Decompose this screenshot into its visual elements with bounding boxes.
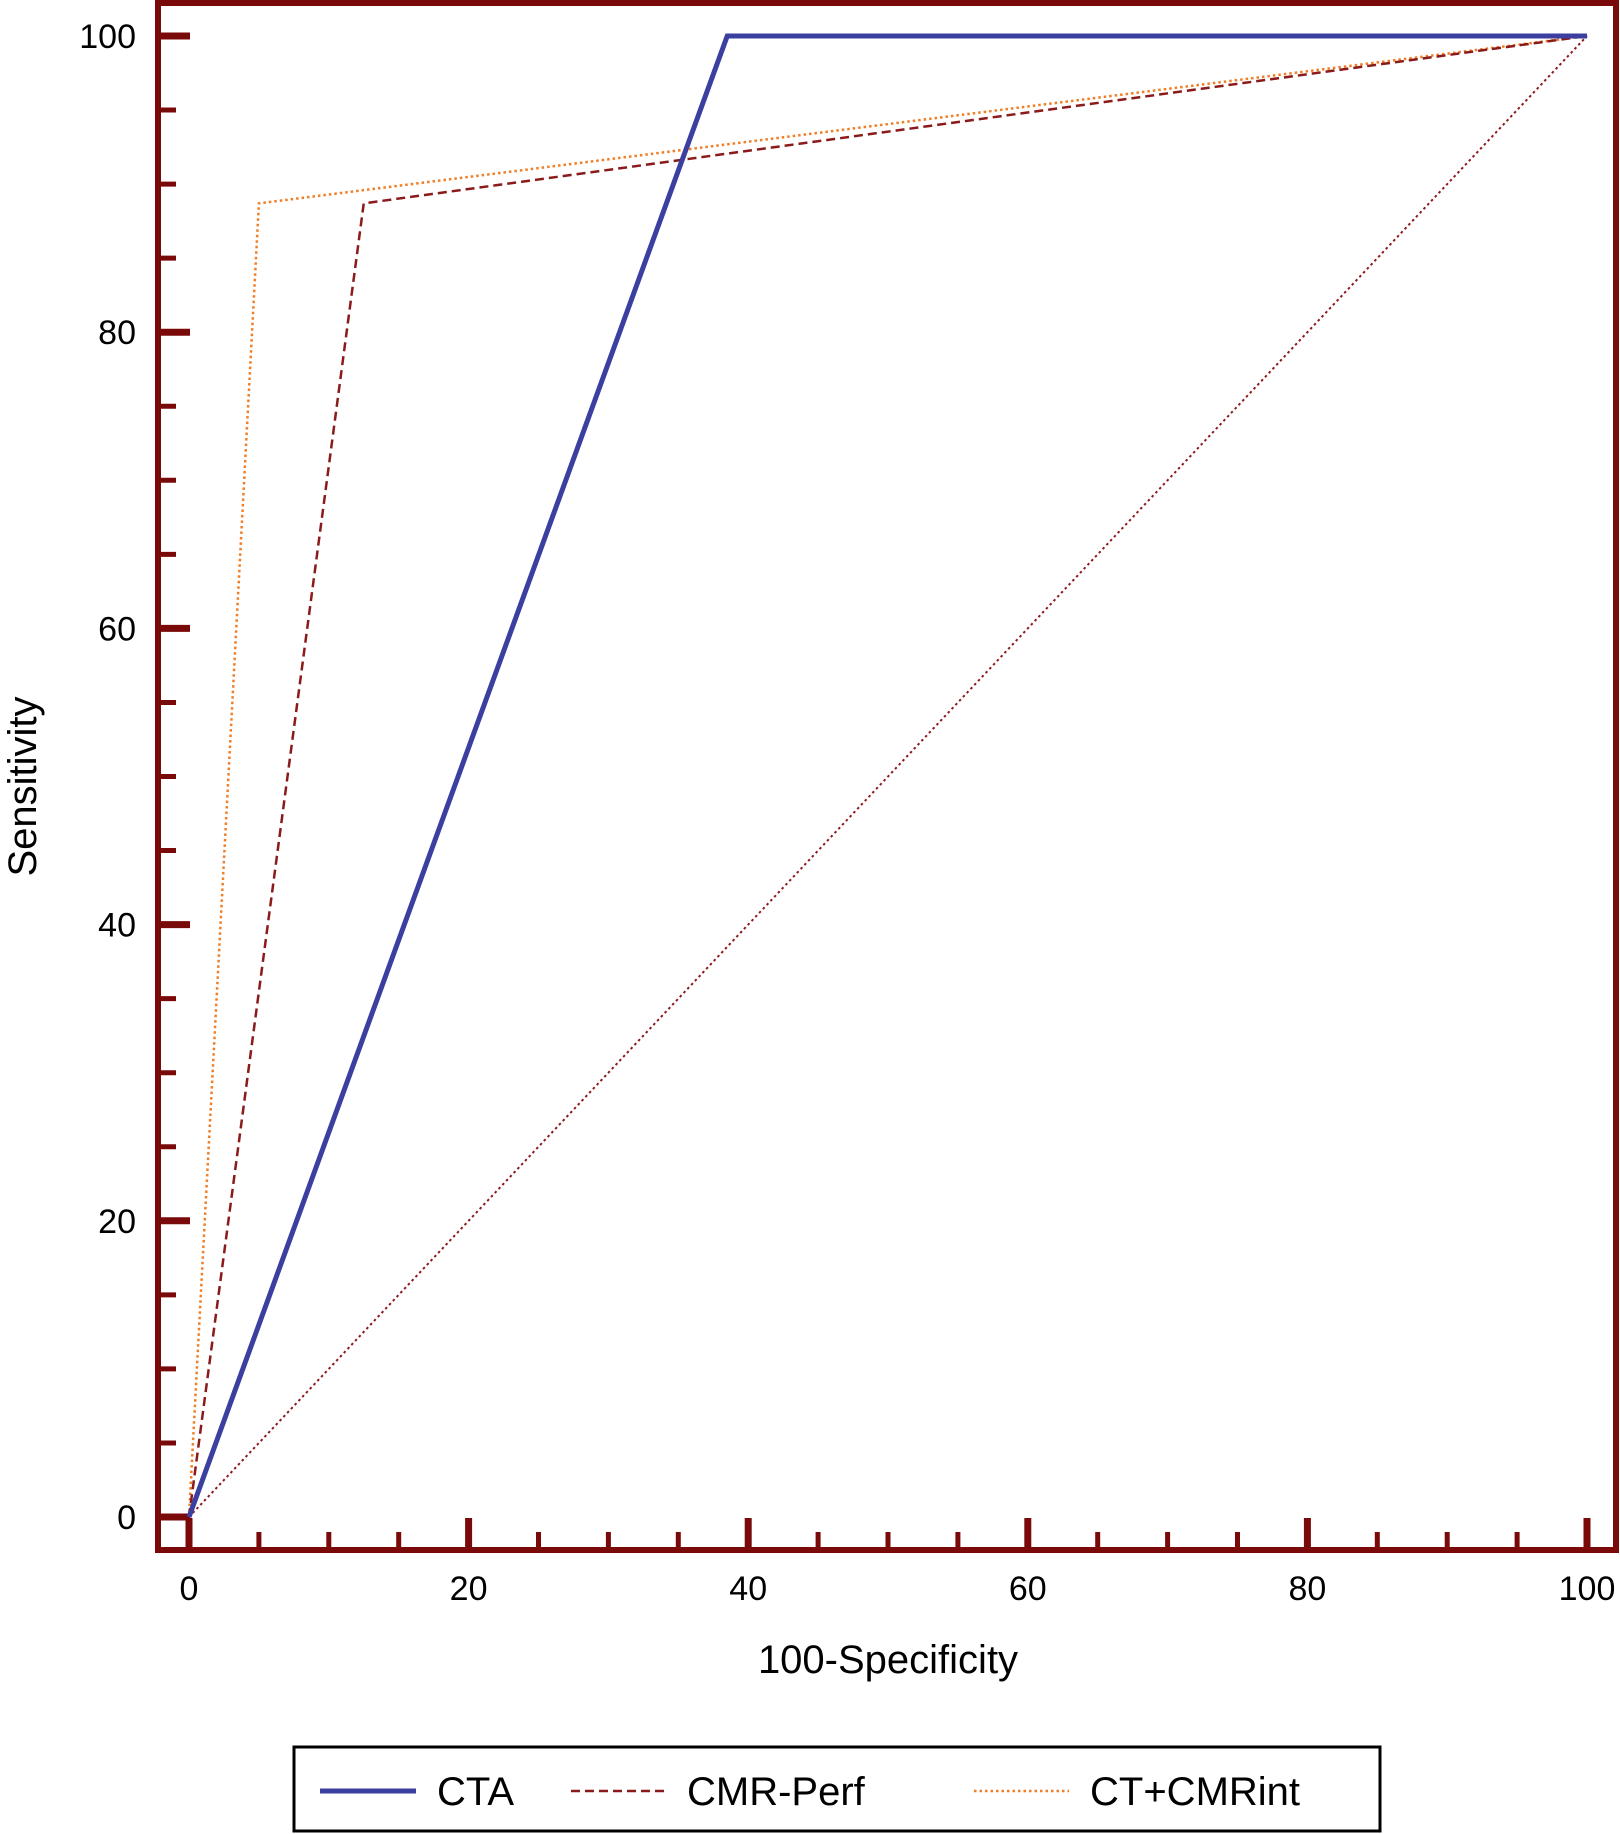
y-tick-label: 60 (98, 610, 136, 648)
x-tick-label: 80 (1288, 1570, 1326, 1608)
y-axis-title: Sensitivity (1, 696, 45, 876)
legend-label: CT+CMRint (1090, 1770, 1300, 1814)
y-axis-ticks: 0 20 40 60 80 100 (79, 18, 190, 1537)
legend-label: CMR-Perf (687, 1770, 866, 1814)
reference-diagonal-line (188, 35, 1588, 1518)
x-axis-ticks: 0 20 40 60 80 100 (180, 1518, 1616, 1608)
x-tick-label: 0 (180, 1570, 199, 1608)
y-tick-label: 100 (79, 18, 136, 56)
legend-label: CTA (437, 1770, 514, 1814)
legend-box (292, 1745, 1382, 1833)
series-layer (186, 33, 1588, 1518)
series-line-cta (186, 33, 1587, 1518)
y-tick-label: 40 (98, 907, 136, 945)
x-tick-label: 20 (450, 1570, 488, 1608)
x-tick-label: 100 (1559, 1570, 1616, 1608)
y-tick-label: 20 (98, 1203, 136, 1241)
x-axis-title: 100-Specificity (758, 1638, 1018, 1682)
x-tick-label: 40 (729, 1570, 767, 1608)
legend: CTA CMR-Perf CT+CMRint (292, 1745, 1382, 1833)
y-tick-label: 80 (98, 314, 136, 352)
x-tick-label: 60 (1009, 1570, 1047, 1608)
series-line-cmr-perf (187, 34, 1588, 1518)
series-line-ct-cmrint (187, 34, 1588, 1518)
y-tick-label: 0 (117, 1499, 136, 1537)
